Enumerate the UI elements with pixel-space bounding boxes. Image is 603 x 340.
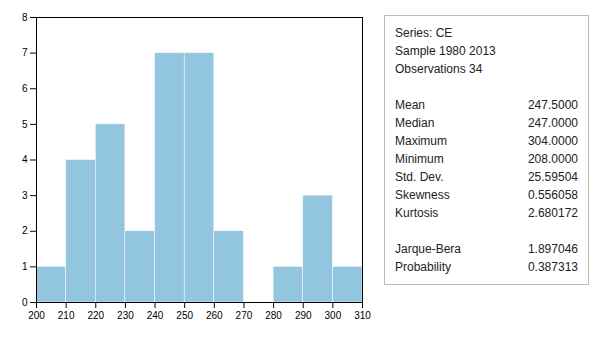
svg-text:220: 220: [87, 310, 104, 321]
svg-text:280: 280: [265, 310, 282, 321]
html-text:208.0000: 208.0000: [527, 152, 578, 166]
html-text:Std. Dev.: Std. Dev.: [395, 170, 444, 184]
svg-text:7: 7: [22, 47, 28, 58]
html-text:Sample 1980 2013: Sample 1980 2013: [395, 44, 496, 58]
html-text:25.59504: 25.59504: [527, 170, 578, 184]
html-text:Probability: Probability: [395, 260, 451, 274]
html-text:Kurtosis: Kurtosis: [395, 206, 439, 220]
svg-text:3: 3: [22, 190, 28, 201]
svg-text:210: 210: [58, 310, 75, 321]
svg-text:250: 250: [176, 310, 193, 321]
html-text:247.0000: 247.0000: [527, 116, 578, 130]
html-text:Minimum: Minimum: [395, 152, 444, 166]
svg-text:240: 240: [147, 310, 164, 321]
svg-text:8: 8: [22, 12, 28, 23]
svg-text:200: 200: [28, 310, 45, 321]
svg-text:300: 300: [325, 310, 342, 321]
svg-text:310: 310: [354, 310, 371, 321]
svg-text:2: 2: [22, 225, 28, 236]
html-text:0.387313: 0.387313: [527, 260, 578, 274]
html-text:1.897046: 1.897046: [527, 242, 578, 256]
html-text:Maximum: Maximum: [395, 134, 447, 148]
svg-text:4: 4: [22, 154, 28, 165]
svg-text:270: 270: [236, 310, 253, 321]
html-text:247.5000: 247.5000: [527, 98, 578, 112]
html-text:304.0000: 304.0000: [527, 134, 578, 148]
html-text:2.680172: 2.680172: [527, 206, 578, 220]
svg-text:290: 290: [295, 310, 312, 321]
svg-text:0: 0: [22, 297, 28, 308]
svg-text:260: 260: [206, 310, 223, 321]
html-text:Skewness: Skewness: [395, 188, 450, 202]
svg-text:230: 230: [117, 310, 134, 321]
html-text:Median: Median: [395, 116, 435, 130]
svg-text:1: 1: [22, 261, 28, 272]
html-text:0.556058: 0.556058: [527, 188, 578, 202]
html-text:Series: CE: Series: CE: [395, 26, 453, 40]
html-text:Jarque-Bera: Jarque-Bera: [395, 242, 461, 256]
html-text:Mean: Mean: [395, 98, 425, 112]
html-text:Observations 34: Observations 34: [395, 62, 483, 76]
svg-text:5: 5: [22, 119, 28, 130]
svg-text:6: 6: [22, 83, 28, 94]
